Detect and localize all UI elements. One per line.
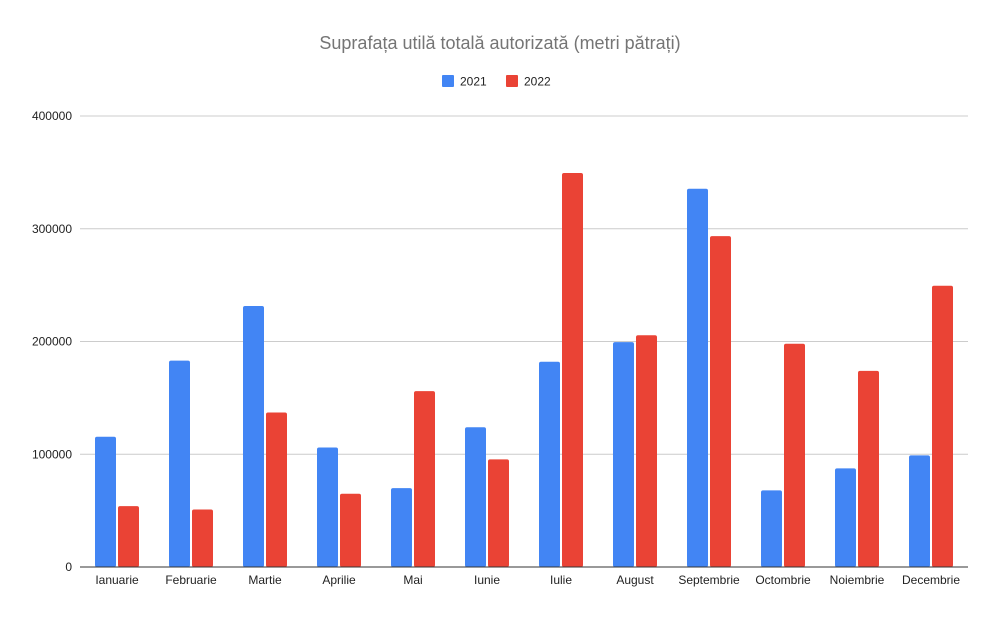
x-tick-label: August xyxy=(616,573,654,587)
x-tick-label: Aprilie xyxy=(322,573,356,587)
x-tick-label: Iunie xyxy=(474,573,500,587)
bar-2022-aprilie xyxy=(340,493,361,567)
bar-2022-august xyxy=(636,335,657,567)
bar-2022-octombrie xyxy=(784,343,805,567)
bar-2021-februarie xyxy=(169,360,190,567)
legend: 2021 2022 xyxy=(442,75,551,89)
x-tick-label: Ianuarie xyxy=(95,573,139,587)
x-tick-label: Februarie xyxy=(165,573,217,587)
y-tick-label: 200000 xyxy=(32,335,72,349)
legend-label: 2021 xyxy=(460,75,487,89)
chart-title: Suprafața utilă totală autorizată (metri… xyxy=(319,33,680,53)
bar-2021-mai xyxy=(391,488,412,567)
bar-2021-octombrie xyxy=(761,490,782,567)
x-tick-label: Decembrie xyxy=(902,573,960,587)
bar-2021-decembrie xyxy=(909,455,930,567)
bar-2022-martie xyxy=(266,412,287,567)
y-axis-ticks: 0 100000 200000 300000 400000 xyxy=(32,109,72,574)
x-axis-ticks: Ianuarie Februarie Martie Aprilie Mai Iunie Iu… xyxy=(95,573,960,587)
bar-2022-ianuarie xyxy=(118,506,139,567)
x-tick-label: Octombrie xyxy=(755,573,811,587)
bar-2022-februarie xyxy=(192,509,213,567)
bar-2021-martie xyxy=(243,305,264,567)
x-tick-label: Septembrie xyxy=(678,573,740,587)
y-tick-label: 400000 xyxy=(32,109,72,123)
bar-2021-noiembrie xyxy=(835,468,856,567)
y-tick-label: 100000 xyxy=(32,447,72,461)
x-tick-label: Noiembrie xyxy=(830,573,885,587)
y-tick-label: 0 xyxy=(65,560,72,574)
bar-2022-iulie xyxy=(562,172,583,567)
bar-2022-iunie xyxy=(488,459,509,567)
bar-2022-mai xyxy=(414,391,435,567)
legend-swatch xyxy=(506,75,518,87)
bar-2021-august xyxy=(613,342,634,567)
bar-2022-septembrie xyxy=(710,236,731,568)
bars xyxy=(95,172,953,568)
bar-2022-noiembrie xyxy=(858,370,879,567)
legend-item-2022: 2022 xyxy=(506,75,551,89)
bar-2022-decembrie xyxy=(932,285,953,567)
x-tick-label: Martie xyxy=(248,573,282,587)
y-tick-label: 300000 xyxy=(32,222,72,236)
legend-label: 2022 xyxy=(524,75,551,89)
x-tick-label: Mai xyxy=(403,573,422,587)
bar-2021-iulie xyxy=(539,361,560,567)
x-tick-label: Iulie xyxy=(550,573,572,587)
bar-2021-aprilie xyxy=(317,447,338,567)
bar-2021-ianuarie xyxy=(95,436,116,567)
bar-2021-septembrie xyxy=(687,188,708,567)
bar-2021-iunie xyxy=(465,427,486,567)
gridlines xyxy=(80,115,968,455)
legend-item-2021: 2021 xyxy=(442,75,487,89)
legend-swatch xyxy=(442,75,454,87)
